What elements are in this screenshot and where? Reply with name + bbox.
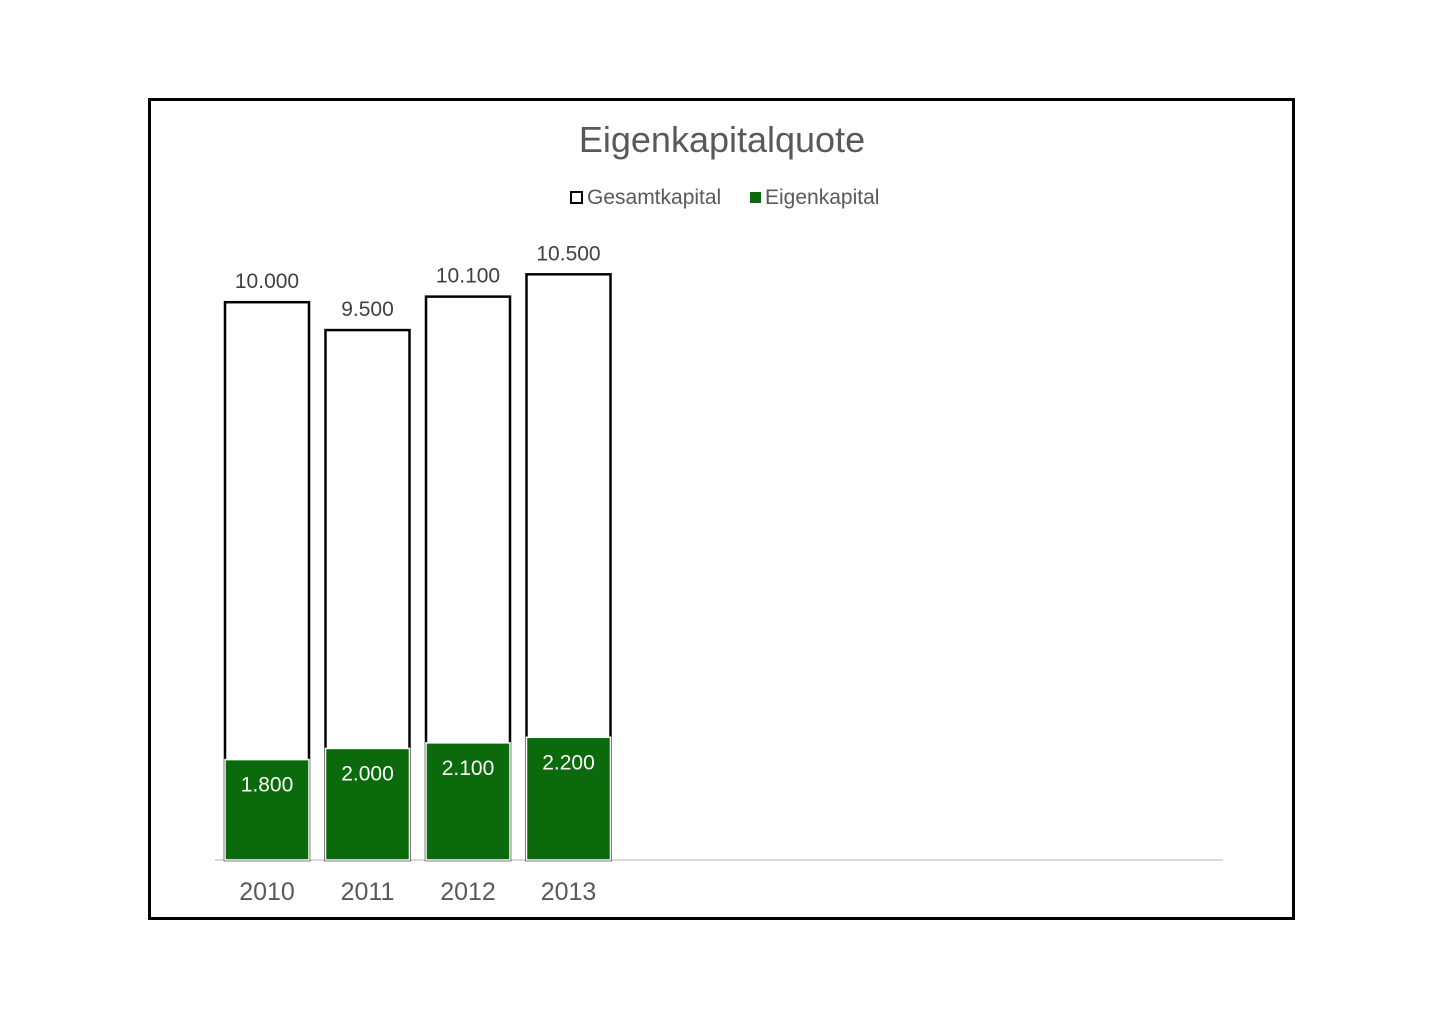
data-label-eigenkapital-2013: 2.200 (542, 751, 595, 774)
data-label-gesamtkapital-2011: 9.500 (341, 298, 394, 321)
labels-group: 10.000 1.800 2010 9.500 2.000 2011 10.100 2.100… (235, 242, 601, 906)
x-tick-label-2011: 2011 (341, 878, 395, 906)
legend-label-gesamtkapital: Gesamtkapital (587, 186, 721, 209)
legend-swatch-gesamtkapital (570, 191, 583, 204)
x-tick-label-2013: 2013 (541, 878, 597, 906)
data-label-eigenkapital-2010: 1.800 (241, 774, 294, 797)
chart-title: Eigenkapitalquote (579, 119, 865, 160)
x-tick-label-2010: 2010 (239, 878, 295, 906)
data-label-gesamtkapital-2013: 10.500 (536, 242, 600, 265)
bars-group (223, 273, 612, 862)
legend: Gesamtkapital Eigenkapital (570, 186, 879, 209)
x-tick-label-2012: 2012 (440, 878, 496, 906)
data-label-gesamtkapital-2012: 10.100 (436, 265, 500, 288)
bar-eigenkapital-2013 (525, 736, 612, 861)
bar-eigenkapital-2012 (425, 742, 511, 861)
legend-label-eigenkapital: Eigenkapital (765, 186, 879, 209)
data-label-eigenkapital-2012: 2.100 (442, 757, 495, 780)
bar-eigenkapital-2011 (324, 747, 411, 861)
bar-eigenkapital-2010 (224, 758, 310, 861)
legend-swatch-eigenkapital (750, 192, 761, 203)
data-label-eigenkapital-2011: 2.000 (341, 762, 394, 785)
data-label-gesamtkapital-2010: 10.000 (235, 270, 299, 293)
